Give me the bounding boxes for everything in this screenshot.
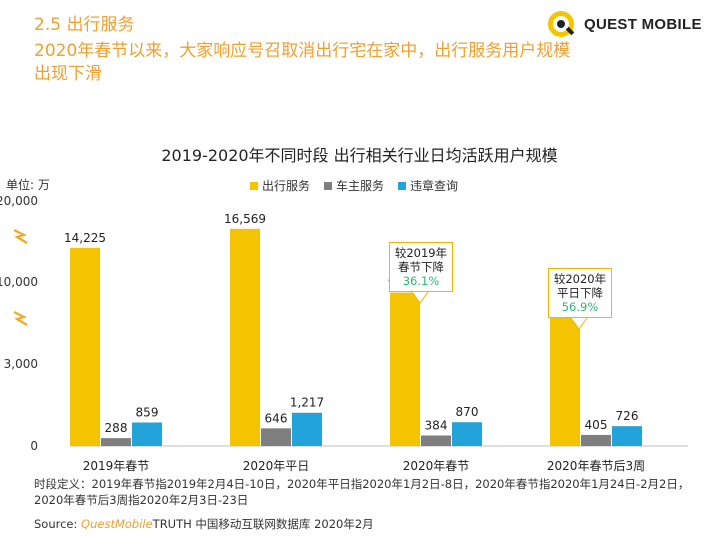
legend-label-violation: 违章查询 [410, 179, 459, 193]
bar-value-label: 870 [456, 405, 479, 419]
bar-1-0 [101, 438, 131, 446]
legend-swatch-car-owner [324, 181, 333, 190]
unit-label: 单位: 万 [6, 178, 50, 192]
bar-1-2 [421, 435, 451, 446]
legend-item-violation: 违章查询 [398, 177, 458, 194]
axis-break-icon [13, 311, 28, 326]
callout-2020-spring-pct: 36.1% [402, 274, 440, 288]
bar-0-1 [230, 228, 260, 446]
x-category-label: 2019年春节 [83, 459, 150, 473]
headline: 2020年春节以来，大家响应号召取消出行宅在家中，出行服务用户规模出现下滑 [34, 41, 571, 84]
y-tick-label: 10,000 [0, 275, 38, 289]
bar-2-3 [612, 426, 642, 446]
source-brand: QuestMobile [81, 517, 153, 531]
bar-1-1 [261, 428, 291, 446]
bar-value-label: 1,217 [290, 396, 324, 410]
chart-legend: 出行服务 车主服务 违章查询 [250, 177, 458, 194]
legend-item-car-owner: 车主服务 [324, 177, 384, 194]
bar-0-3 [550, 315, 580, 446]
legend-item-travel: 出行服务 [250, 177, 310, 194]
section-label: 2.5 出行服务 [34, 15, 135, 35]
y-tick-label: 20,000 [0, 194, 38, 208]
callout-2020-spring-label: 较2019年春节下降 [394, 246, 448, 274]
brand-logo: QUEST MOBILE [546, 8, 702, 40]
callout-2020-after3w-label: 较2020年平日下降 [553, 272, 607, 300]
axis-break-icon [13, 229, 28, 244]
bar-value-label: 288 [105, 421, 128, 435]
bar-value-label: 646 [265, 411, 288, 425]
bar-2-0 [132, 422, 162, 446]
bar-value-label: 14,225 [64, 231, 106, 245]
x-category-label: 2020年平日 [243, 459, 310, 473]
callout-pointer [570, 317, 588, 330]
bar-value-label: 859 [136, 406, 159, 420]
bar-0-0 [70, 247, 100, 446]
x-category-label: 2020年春节 [403, 459, 470, 473]
callout-pointer [411, 291, 429, 304]
source-rest: TRUTH 中国移动互联网数据库 2020年2月 [152, 517, 374, 531]
legend-label-travel: 出行服务 [262, 179, 311, 193]
bar-value-label: 16,569 [224, 212, 266, 226]
y-tick-label: 3,000 [4, 357, 38, 371]
bar-0-2 [390, 292, 420, 446]
callout-2020-spring: 较2019年春节下降 36.1% [389, 242, 453, 292]
source-prefix: Source: [34, 517, 82, 531]
bar-2-1 [292, 412, 322, 446]
bar-1-3 [581, 434, 611, 446]
callout-2020-after3w: 较2020年平日下降 56.9% [548, 268, 612, 318]
source-note: Source: QuestMobileTRUTH 中国移动互联网数据库 2020… [34, 516, 374, 532]
x-category-label: 2020年春节后3周 [547, 459, 645, 473]
legend-swatch-violation [398, 181, 407, 190]
callout-2020-after3w-pct: 56.9% [561, 300, 599, 314]
questmobile-logo-icon [548, 11, 575, 37]
bar-value-label: 405 [585, 418, 608, 432]
chart-title: 2019-2020年不同时段 出行相关行业日均活跃用户规模 [161, 146, 558, 165]
legend-label-car-owner: 车主服务 [336, 179, 385, 193]
legend-swatch-travel [250, 181, 258, 190]
bar-value-label: 384 [425, 419, 448, 433]
brand-name: QUEST MOBILE [584, 15, 702, 33]
bar-value-label: 726 [616, 409, 639, 423]
bar-2-2 [452, 422, 482, 446]
y-tick-label: 0 [30, 439, 38, 453]
time-definition-note: 时段定义：2019年春节指2019年2月4日-10日，2020年平日指2020年… [34, 477, 690, 507]
